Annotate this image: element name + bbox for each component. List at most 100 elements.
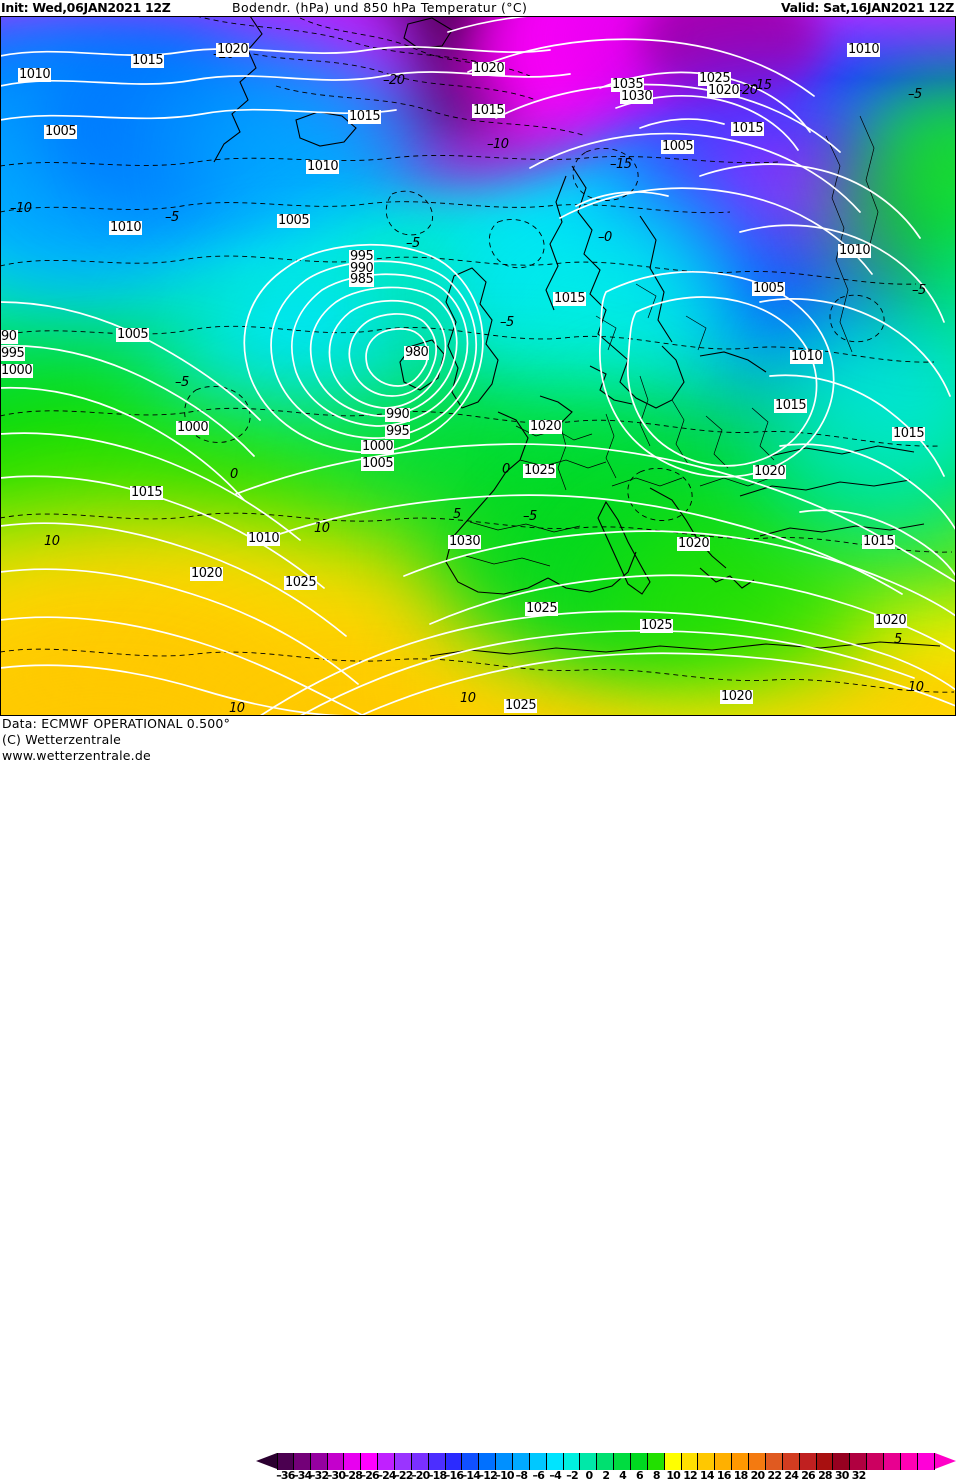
- colorbar-swatch: [580, 1453, 598, 1470]
- colorbar-tick: 32: [851, 1469, 867, 1482]
- isotherm-contour: [0, 407, 941, 447]
- colorbar-swatch: [293, 1453, 311, 1470]
- init-time-label: Init: Wed,06JAN2021 12Z: [1, 0, 171, 15]
- colorbar-swatch: [428, 1453, 446, 1470]
- colorbar-swatch: [732, 1453, 750, 1470]
- colorbar-tick-cell: 26: [800, 1470, 817, 1482]
- isobar-contour: [0, 664, 353, 716]
- isobar-contour: [0, 432, 301, 541]
- isobar-contour: [739, 224, 945, 323]
- weather-map[interactable]: 1010 1005 1015 1020 1015 1020 1015 1035 1030 1025…: [0, 16, 956, 716]
- country-border: [751, 407, 775, 461]
- website-label: www.wetterzentrale.de: [2, 748, 151, 763]
- colorbar-tick-cell: 6: [631, 1470, 648, 1482]
- isotherm-contour: [275, 85, 587, 137]
- colorbar-tick-cell: –32: [310, 1470, 329, 1482]
- colorbar-tick: –24: [377, 1469, 396, 1482]
- colorbar-swatch: [344, 1453, 362, 1470]
- coastline: [445, 267, 499, 409]
- colorbar-tick: 16: [716, 1469, 732, 1482]
- coastline: [597, 500, 651, 595]
- coastline: [445, 411, 549, 595]
- coastline: [539, 395, 573, 425]
- isotherm-contour: [627, 467, 693, 521]
- colorbar-tick-labels: –36 –34 –32 –30 –28 –26 –24 –22 –20 –18 –16 –14 –12–…: [276, 1469, 935, 1482]
- coastline: [295, 111, 357, 147]
- colorbar-swatch: [479, 1453, 497, 1470]
- colorbar-tick: –2: [566, 1469, 578, 1482]
- colorbar-swatch: [681, 1453, 699, 1470]
- colorbar-swatch: [277, 1453, 294, 1470]
- coastline: [649, 487, 727, 569]
- data-source-label: Data: ECMWF OPERATIONAL 0.500°: [2, 716, 231, 731]
- colorbar-tick: –28: [343, 1469, 363, 1482]
- colorbar-tick-cell: 14: [698, 1470, 715, 1482]
- colorbar-swatch: [546, 1453, 564, 1470]
- colorbar-swatch: [647, 1453, 665, 1470]
- coastline: [589, 365, 633, 405]
- country-border: [859, 115, 879, 245]
- colorbar-swatch: [816, 1453, 834, 1470]
- colorbar-tick-cell: 20: [749, 1470, 766, 1482]
- colorbar-tick: –14: [461, 1469, 481, 1482]
- isobar-contour: [447, 16, 625, 33]
- colorbar-tick-cell: 18: [732, 1470, 749, 1482]
- colorbar-tick-cell: –28: [343, 1469, 363, 1482]
- isobar-contour: [267, 494, 903, 595]
- colorbar-tick: 6: [636, 1469, 644, 1482]
- colorbar-swatch: [883, 1453, 901, 1470]
- isobar-contour: [299, 629, 915, 716]
- isobar-contour: [529, 132, 861, 213]
- colorbar-tick: –20: [411, 1469, 430, 1482]
- colorbar-tick-cell: –4: [547, 1470, 564, 1482]
- isobar-contour: [0, 108, 397, 121]
- colorbar-tick-cell: –10: [495, 1470, 514, 1482]
- isobar-contour: [328, 299, 447, 409]
- country-border: [557, 423, 567, 491]
- colorbar-tick: –4: [549, 1469, 561, 1482]
- temperature-colorbar: –36 –34 –32 –30 –28 –26 –24 –22 –20 –18 –16 –14 –12–…: [256, 1452, 956, 1482]
- colorbar-tick-cell: 24: [783, 1470, 800, 1482]
- colorbar-tick: 28: [818, 1469, 833, 1482]
- isotherm-contour: [572, 147, 639, 201]
- colorbar-tick-cell: –14: [461, 1469, 481, 1482]
- isobar-contour: [291, 273, 469, 427]
- isobar-contour: [0, 71, 571, 87]
- colorbar-swatch: [445, 1453, 463, 1470]
- colorbar-tick-cell: –22: [394, 1470, 413, 1482]
- colorbar-tick: 14: [700, 1469, 715, 1482]
- colorbar-swatch: [765, 1453, 783, 1470]
- isobar-contour: [559, 187, 873, 275]
- colorbar-tick: –18: [427, 1469, 447, 1482]
- colorbar-tick-cell: 32: [850, 1470, 867, 1482]
- isobar-contour: [348, 313, 437, 397]
- temperature-blob: [600, 706, 956, 716]
- colorbar-tick: –36: [276, 1469, 295, 1482]
- temperature-blob: [600, 516, 880, 696]
- isobar-contour: [309, 286, 458, 417]
- colorbar-swatch: [614, 1453, 632, 1470]
- colorbar-tick: 22: [767, 1469, 782, 1482]
- coastline: [699, 351, 767, 373]
- colorbar-tick: 10: [666, 1469, 681, 1482]
- colorbar-tick-cell: –30: [327, 1470, 346, 1482]
- colorbar-swatch: [310, 1453, 328, 1470]
- colorbar-swatch: [833, 1453, 851, 1470]
- colorbar-tick-cell: –36: [276, 1469, 295, 1482]
- colorbar-tick: –6: [532, 1469, 545, 1482]
- colorbar-tick: 24: [784, 1469, 799, 1482]
- colorbar-swatch: [698, 1453, 716, 1470]
- isobar-contour: [0, 344, 255, 457]
- country-border: [685, 315, 707, 351]
- coastline: [547, 551, 637, 593]
- colorbar-swatch: [749, 1453, 766, 1470]
- colorbar-swatch: [395, 1453, 412, 1470]
- isotherm-contour: [235, 49, 537, 101]
- colorbar-tick: 18: [733, 1469, 749, 1482]
- isobar-contour: [626, 296, 818, 467]
- colorbar-tick-cell: 4: [614, 1470, 631, 1482]
- isotherm-contour: [0, 512, 953, 553]
- colorbar-swatch: [378, 1453, 396, 1470]
- isobar-contour: [575, 191, 669, 207]
